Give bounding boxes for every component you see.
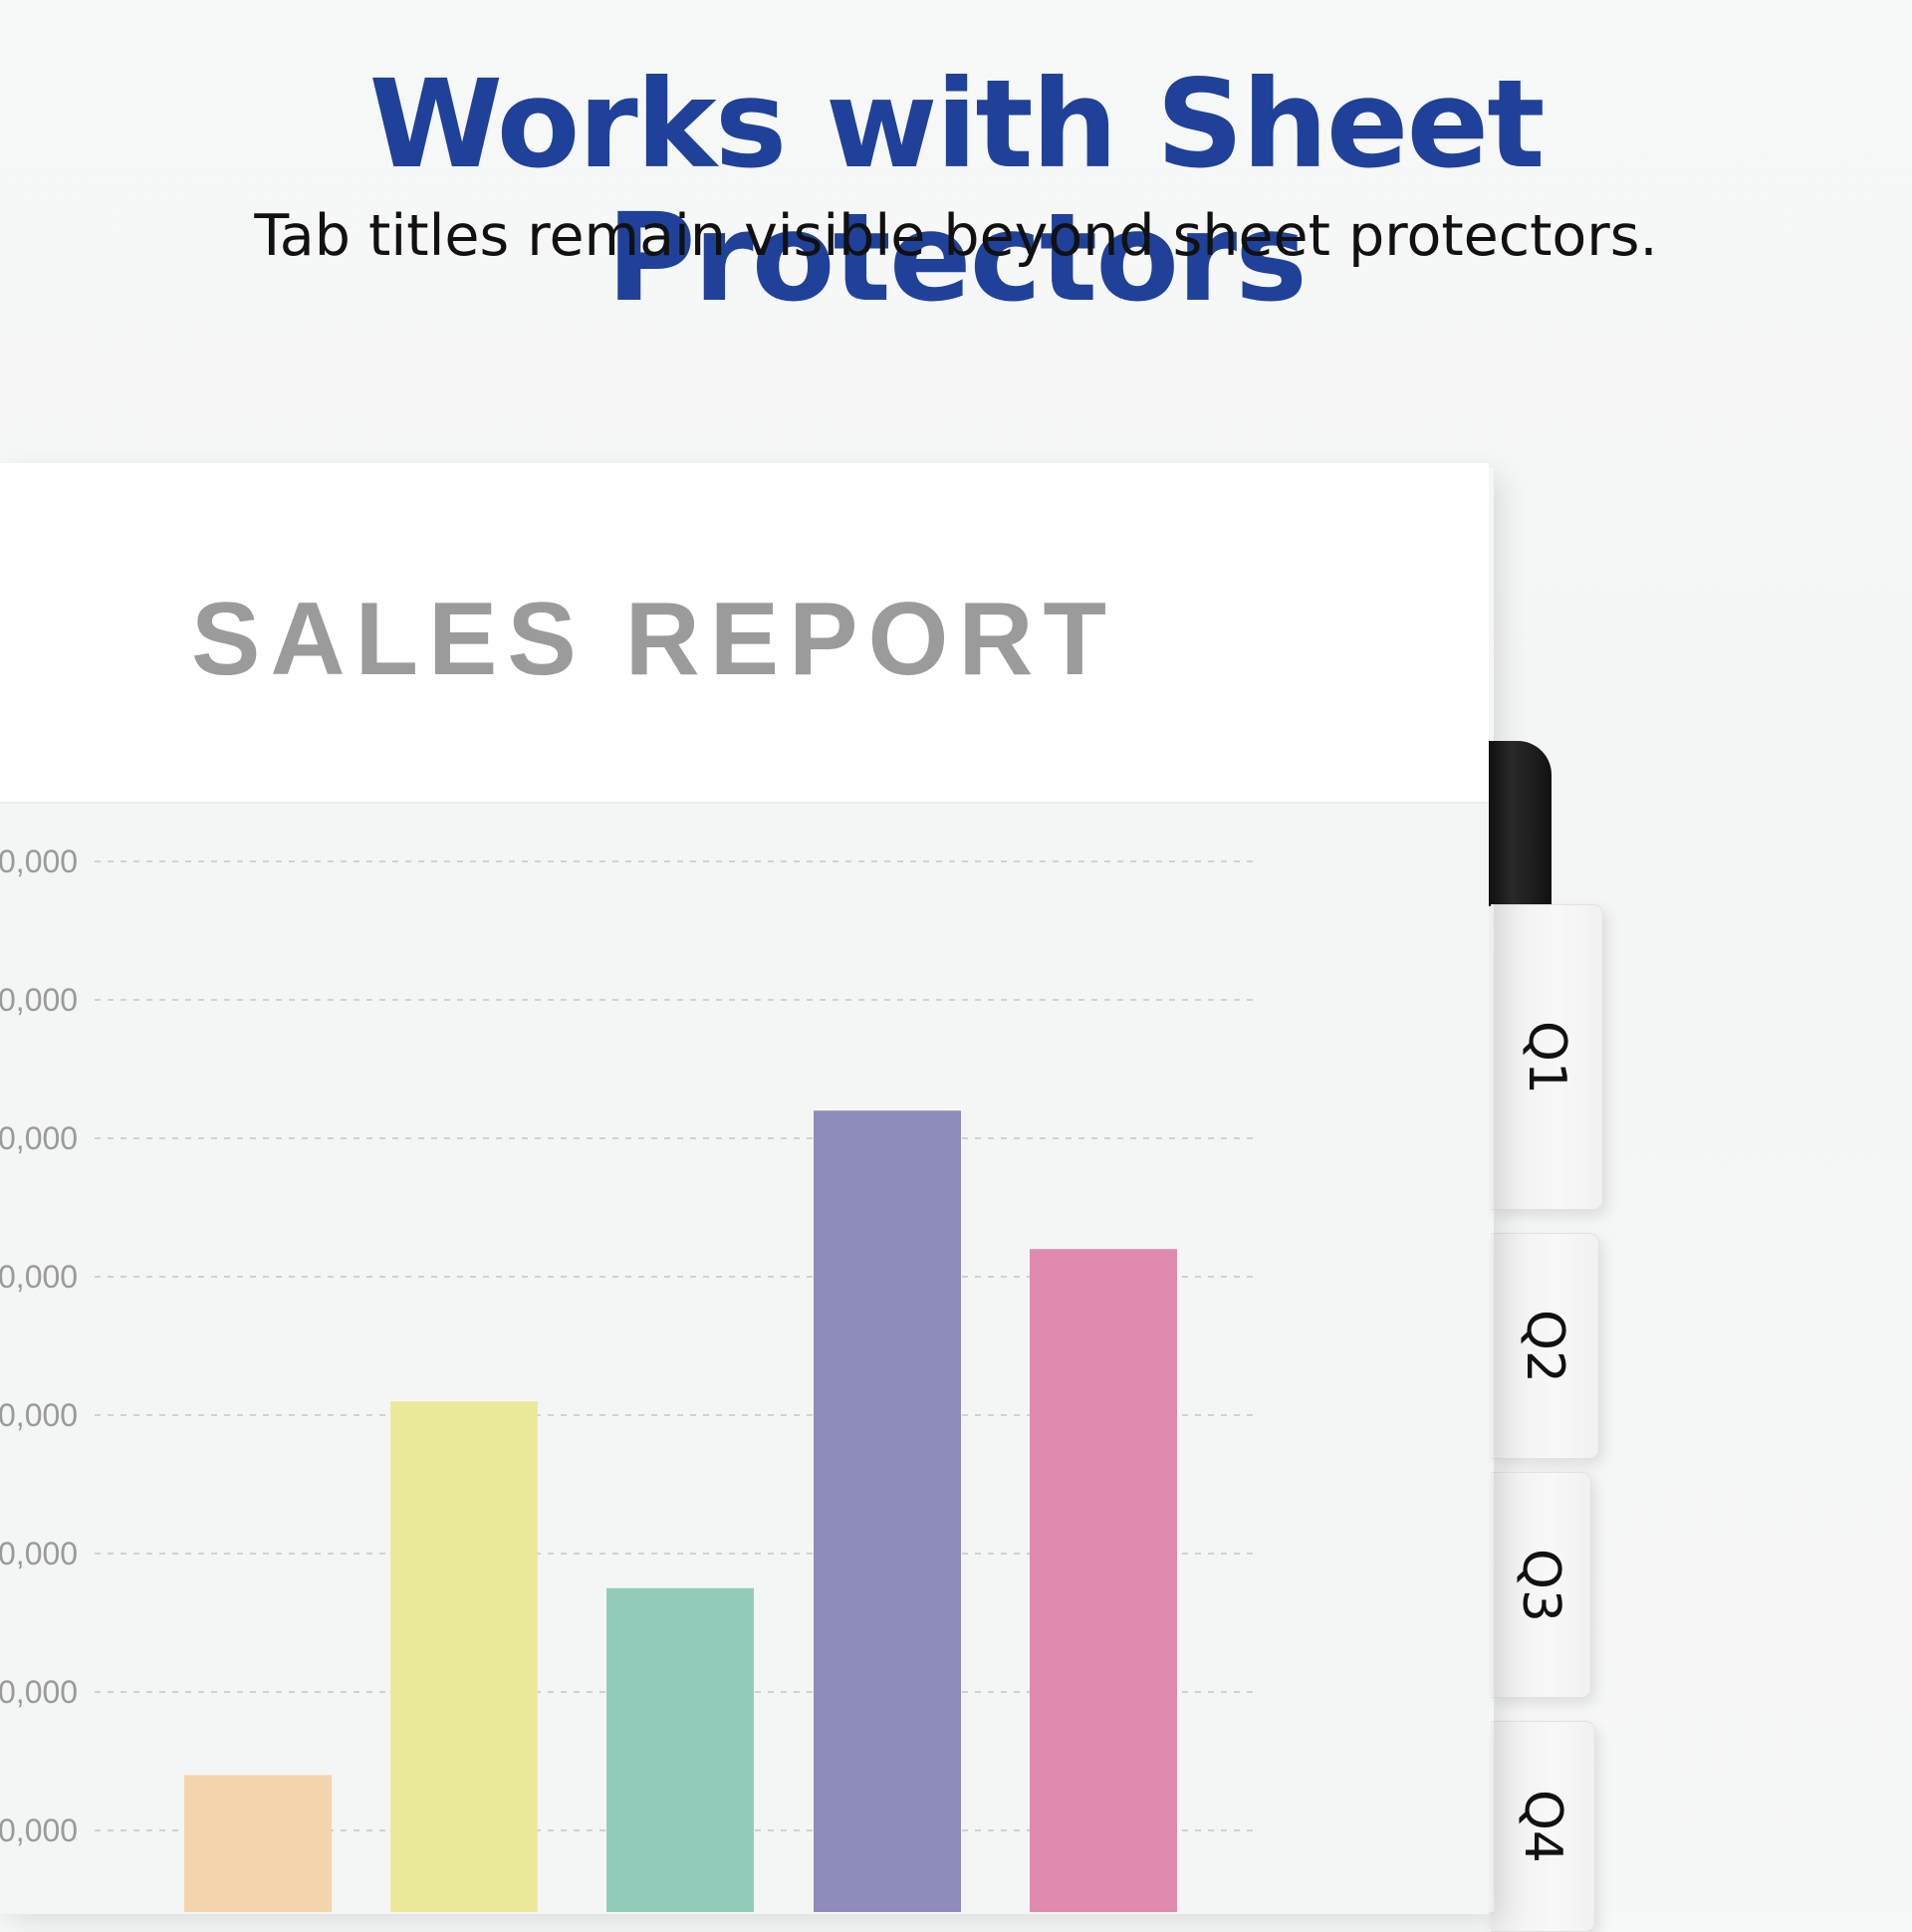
y-tick-label: 0,000 bbox=[0, 982, 78, 1018]
tab-q4[interactable]: Q4 bbox=[1491, 1721, 1595, 1932]
tab-q3-label: Q3 bbox=[1511, 1548, 1570, 1622]
tab-q2[interactable]: Q2 bbox=[1491, 1233, 1599, 1459]
bar bbox=[606, 1587, 754, 1912]
bar bbox=[184, 1775, 332, 1912]
subheadline: Tab titles remain visible beyond sheet p… bbox=[254, 203, 1658, 269]
tab-q2-label: Q2 bbox=[1515, 1309, 1574, 1383]
y-tick-label: 0,000 bbox=[0, 1397, 78, 1433]
y-tick-label: 0,000 bbox=[0, 1120, 78, 1156]
tab-q3[interactable]: Q3 bbox=[1491, 1472, 1591, 1698]
bar bbox=[390, 1401, 538, 1912]
tab-q1[interactable]: Q1 bbox=[1491, 904, 1603, 1210]
report-title: SALES REPORT bbox=[191, 582, 1116, 697]
binder-clip bbox=[1484, 741, 1552, 906]
bar bbox=[814, 1110, 961, 1912]
y-tick-label: 0,000 bbox=[0, 1259, 78, 1295]
y-tick-label: 0,000 bbox=[0, 844, 78, 879]
headline: Works with Sheet Protectors bbox=[368, 54, 1545, 330]
bar bbox=[1030, 1249, 1177, 1912]
y-tick-label: 0,000 bbox=[0, 1536, 78, 1571]
y-tick-label: 0,000 bbox=[0, 1812, 78, 1848]
y-tick-label: 0,000 bbox=[0, 1674, 78, 1710]
sales-bar-chart: 0,000 0,000 0,000 0,000 0,000 0,000 0,000 0,000 bbox=[0, 844, 1257, 1912]
tab-q1-label: Q1 bbox=[1517, 1020, 1576, 1094]
tab-q4-label: Q4 bbox=[1513, 1789, 1572, 1864]
